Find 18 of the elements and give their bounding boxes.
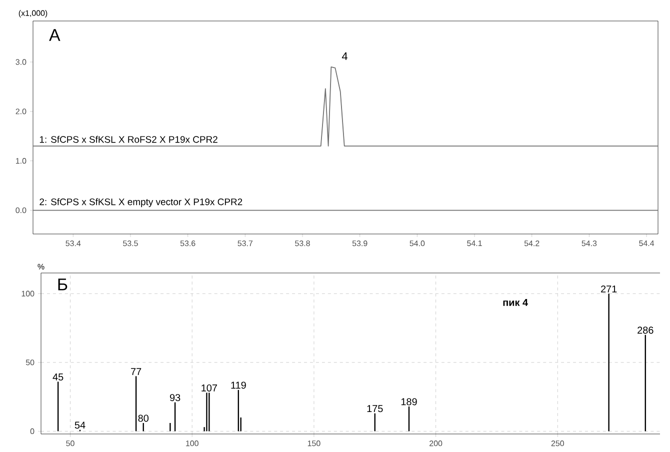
annotation: 77: [131, 368, 142, 375]
chart-title: Б: [58, 278, 68, 290]
annotation: 286: [638, 326, 654, 334]
line-series: [32, 66, 658, 146]
annotation: 175: [367, 405, 383, 412]
chart-title: A: [49, 29, 60, 41]
annotation: пик 4: [503, 299, 528, 306]
annotation: 54: [74, 422, 86, 429]
annotation: 45: [52, 374, 64, 380]
annotation: 119: [231, 382, 246, 389]
annotation: 189: [401, 398, 417, 406]
series-label: 2: SfCPS x SfKSL X empty vector X P19x CPR2: [40, 198, 242, 208]
annotation: 80: [138, 414, 149, 422]
series-label: 1: SfCPS x SfKSL X RoFS2 X P19x CPR2: [40, 136, 218, 143]
annotation: 4: [342, 52, 348, 60]
annotation: 107: [202, 384, 217, 392]
annotation: 93: [170, 394, 180, 402]
annotation: 271: [601, 285, 617, 292]
